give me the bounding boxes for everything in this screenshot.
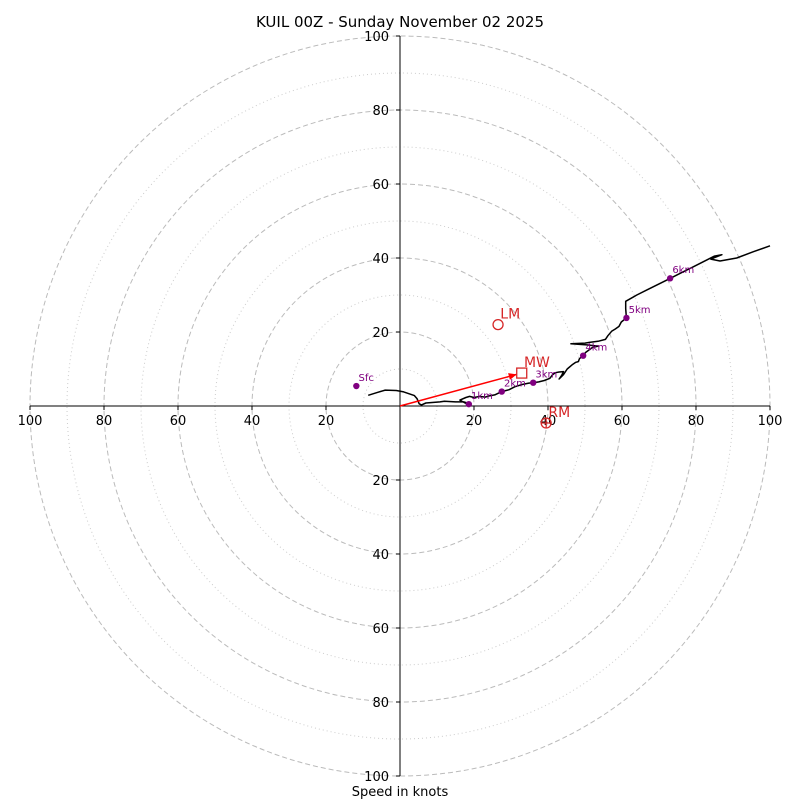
x-tick-label: 100 <box>18 414 43 429</box>
x-axis-label: Speed in knots <box>352 785 449 800</box>
height-marker-label: 3km <box>535 370 557 381</box>
height-marker-4km <box>579 352 587 359</box>
x-tick-label: 60 <box>614 414 631 429</box>
height-marker-sfc <box>353 382 360 390</box>
storm-motion-label: LM <box>500 307 520 323</box>
x-tick-label: 100 <box>758 414 783 429</box>
y-tick-label: 100 <box>364 770 389 785</box>
height-marker-label: 6km <box>672 265 694 276</box>
storm-motion-arrowhead <box>508 373 517 380</box>
x-tick-label: 20 <box>466 414 483 429</box>
y-tick-label: 80 <box>372 696 389 711</box>
x-tick-label: 20 <box>318 414 335 429</box>
storm-lm-marker <box>492 318 504 331</box>
y-tick-label: 60 <box>372 178 389 193</box>
height-marker-3km <box>530 379 537 386</box>
tick-labels: 100 80 60 40 20 20 40 60 80 100 100 80 60 40 20 20 40 60 8… <box>18 30 783 785</box>
x-tick-label: 40 <box>540 414 557 429</box>
height-marker-label: 1km <box>471 391 493 402</box>
hodograph-series <box>367 245 771 407</box>
storm-motion-vector <box>399 373 517 407</box>
height-marker-2km <box>498 388 505 395</box>
height-marker-5km <box>623 314 630 322</box>
storm-motion-label: MW <box>524 355 550 371</box>
height-marker-1km <box>465 400 473 408</box>
storm-mw-marker <box>516 367 528 379</box>
y-tick-label: 100 <box>364 30 389 45</box>
height-marker-label: 2km <box>504 378 526 389</box>
storm-motion-label: RM <box>548 405 570 421</box>
x-tick-label: 60 <box>170 414 187 429</box>
y-tick-label: 40 <box>372 252 389 267</box>
y-tick-label: 60 <box>372 622 389 637</box>
wind-trace-line <box>367 245 771 406</box>
x-tick-label: 80 <box>96 414 113 429</box>
height-marker-6km <box>666 275 674 282</box>
x-tick-label: 80 <box>688 414 705 429</box>
height-marker-label: 4km <box>585 343 607 354</box>
x-tick-label: 40 <box>244 414 261 429</box>
chart-title: KUIL 00Z - Sunday November 02 2025 <box>256 13 544 31</box>
storm-motion-markers: LM MW RM <box>492 307 570 429</box>
y-tick-label: 40 <box>372 548 389 563</box>
height-marker-label: Sfc <box>359 373 374 384</box>
height-marker-label: 5km <box>629 305 651 316</box>
y-tick-label: 80 <box>372 104 389 119</box>
y-tick-label: 20 <box>372 326 389 341</box>
height-markers: Sfc 1km 2km 3km 4km 5km 6km <box>353 265 694 408</box>
y-tick-label: 20 <box>372 474 389 489</box>
